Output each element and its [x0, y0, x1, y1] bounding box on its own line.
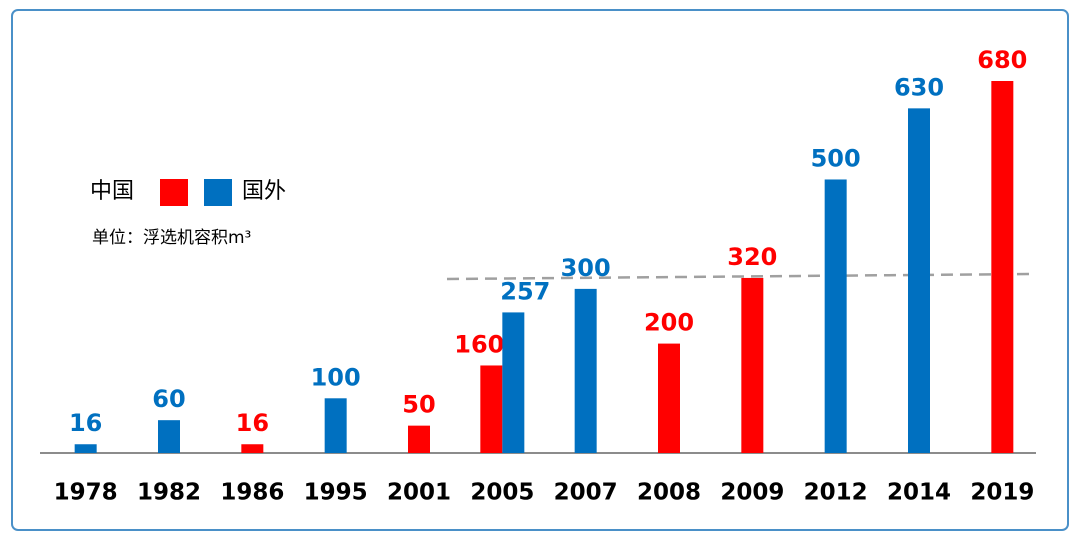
value-label: 320 — [727, 243, 777, 271]
bar — [908, 108, 930, 454]
value-label: 257 — [500, 277, 550, 305]
legend-label: 国外 — [242, 179, 286, 204]
bar — [324, 398, 347, 453]
bar — [824, 179, 847, 453]
value-label: 16 — [236, 409, 269, 437]
bar — [241, 444, 264, 453]
legend-swatch — [204, 179, 232, 206]
reference-line — [446, 272, 1031, 281]
x-tick-label: 2001 — [387, 480, 451, 506]
value-label: 630 — [894, 73, 944, 101]
x-tick-label: 2014 — [887, 480, 951, 506]
x-tick-label: 2008 — [637, 480, 701, 506]
legend-swatch — [160, 179, 188, 206]
bar — [574, 288, 597, 453]
value-label: 680 — [977, 46, 1027, 74]
x-tick-label: 2012 — [804, 480, 868, 506]
bar — [991, 81, 1014, 453]
bar — [502, 312, 525, 453]
value-label: 160 — [454, 330, 504, 358]
bar — [741, 277, 764, 453]
value-label: 200 — [644, 309, 694, 337]
value-label: 50 — [402, 391, 435, 419]
legend-label: 中国 — [90, 179, 134, 204]
value-label: 300 — [561, 254, 611, 282]
bar — [480, 365, 503, 453]
x-tick-label: 1995 — [304, 480, 368, 506]
x-tick-label: 1986 — [220, 480, 284, 506]
value-label: 16 — [69, 409, 102, 437]
bar — [408, 425, 430, 453]
frame — [11, 9, 1069, 531]
value-label: 500 — [811, 144, 861, 172]
bar — [658, 343, 680, 453]
value-label: 60 — [152, 385, 185, 413]
x-tick-label: 2019 — [970, 480, 1034, 506]
value-label: 100 — [311, 363, 361, 391]
x-tick-label: 2005 — [470, 480, 534, 506]
x-tick-label: 2007 — [554, 480, 618, 506]
bar — [158, 420, 180, 453]
x-tick-label: 2009 — [720, 480, 784, 506]
unit-note: 单位：浮选机容积m³ — [92, 228, 251, 248]
bar — [74, 444, 97, 453]
x-tick-label: 1982 — [137, 480, 201, 506]
x-tick-label: 1978 — [54, 480, 118, 506]
